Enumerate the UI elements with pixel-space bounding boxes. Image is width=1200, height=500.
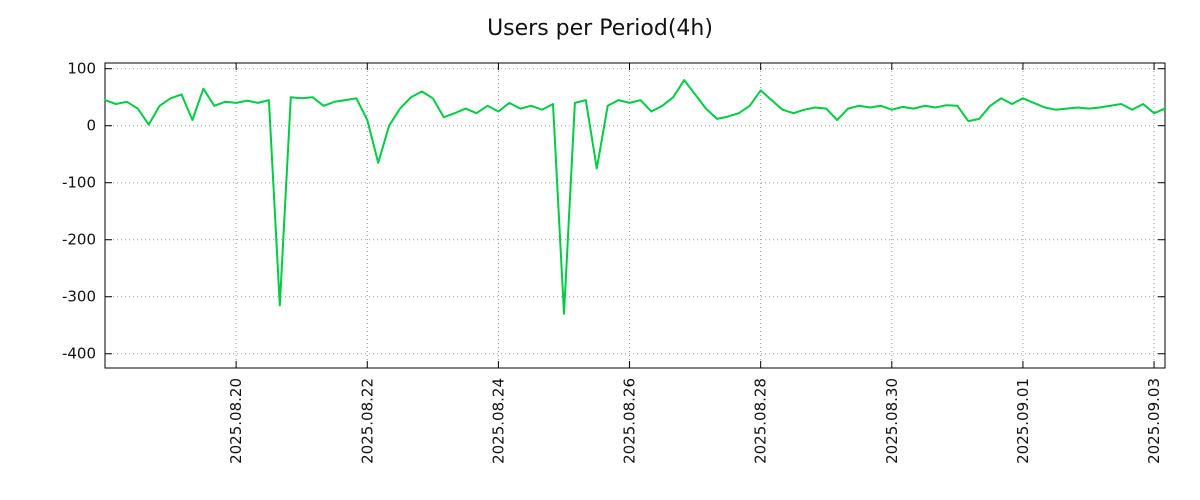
y-tick-label: 100 [67, 60, 96, 78]
gridlines [105, 63, 1165, 368]
y-tick-label: -200 [62, 231, 96, 249]
x-tick-label: 2025.08.26 [621, 378, 639, 464]
x-tick-label: 2025.08.22 [358, 378, 376, 464]
y-tick-label: -400 [62, 345, 96, 363]
y-tick-label: -100 [62, 174, 96, 192]
y-tick-label: -300 [62, 288, 96, 306]
tick-marks [105, 63, 1165, 368]
plot-border [104, 62, 1166, 369]
series-line-users [104, 79, 1166, 315]
axis-labels: 100 0 -100 -200 -300 -400 2025.08.20 2025.08.22… [62, 60, 1163, 464]
x-tick-label: 2025.08.20 [227, 378, 245, 464]
chart-title: Users per Period(4h) [487, 16, 713, 41]
x-tick-label: 2025.08.30 [883, 378, 901, 464]
x-tick-label: 2025.08.24 [489, 378, 507, 464]
y-tick-label: 0 [86, 117, 96, 135]
x-tick-label: 2025.09.03 [1145, 378, 1163, 464]
x-tick-label: 2025.09.01 [1014, 378, 1032, 464]
x-tick-label: 2025.08.28 [752, 378, 770, 464]
